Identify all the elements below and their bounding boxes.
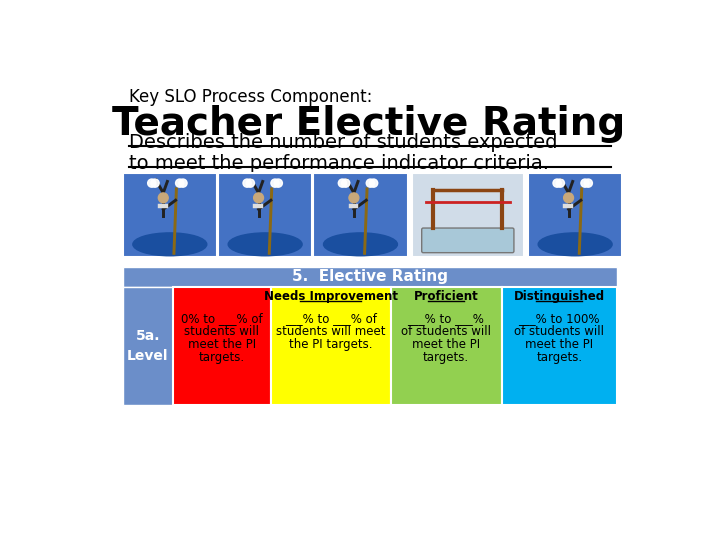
Circle shape (349, 193, 359, 202)
Text: 5.  Elective Rating: 5. Elective Rating (292, 269, 448, 284)
Text: Key SLO Process Component:: Key SLO Process Component: (129, 88, 372, 106)
Text: targets.: targets. (536, 351, 582, 364)
Circle shape (341, 179, 350, 187)
Circle shape (564, 193, 574, 202)
Bar (271, 287, 390, 405)
Circle shape (369, 179, 378, 187)
Bar (122, 287, 173, 405)
Text: meet the PI: meet the PI (412, 338, 480, 351)
Text: targets.: targets. (199, 351, 245, 364)
Circle shape (584, 179, 593, 187)
Bar (218, 173, 312, 257)
Text: of students will: of students will (514, 325, 604, 338)
Text: the PI targets.: the PI targets. (289, 338, 372, 351)
Bar (313, 173, 408, 257)
Bar (390, 287, 502, 405)
Circle shape (557, 179, 564, 187)
Text: Teacher Elective Rating: Teacher Elective Rating (112, 105, 626, 143)
Text: meet the PI: meet the PI (525, 338, 593, 351)
Text: Failing: Failing (199, 290, 244, 303)
Circle shape (271, 179, 279, 187)
Circle shape (151, 179, 159, 187)
Text: Distinguished: Distinguished (513, 290, 605, 303)
Text: of students will: of students will (401, 325, 491, 338)
Ellipse shape (323, 233, 397, 256)
Circle shape (243, 179, 251, 187)
Ellipse shape (538, 233, 612, 256)
Circle shape (366, 179, 374, 187)
Circle shape (274, 179, 282, 187)
Ellipse shape (228, 233, 302, 256)
Bar (412, 173, 524, 257)
Circle shape (176, 179, 184, 187)
Text: to meet the performance indicator criteria.: to meet the performance indicator criter… (129, 154, 549, 173)
Ellipse shape (133, 233, 207, 256)
Circle shape (179, 179, 187, 187)
Text: Needs Improvement: Needs Improvement (264, 290, 397, 303)
Text: students will: students will (184, 325, 259, 338)
Circle shape (148, 179, 156, 187)
Circle shape (338, 179, 346, 187)
Text: Describes the number of students expected: Describes the number of students expecte… (129, 132, 557, 152)
FancyBboxPatch shape (422, 228, 514, 253)
Bar (122, 173, 217, 257)
Text: targets.: targets. (423, 351, 469, 364)
Circle shape (253, 193, 264, 202)
Bar (528, 173, 622, 257)
Text: meet the PI: meet the PI (188, 338, 256, 351)
Circle shape (553, 179, 561, 187)
Bar (122, 267, 617, 405)
Text: 5a.
Level: 5a. Level (127, 328, 168, 363)
Circle shape (246, 179, 254, 187)
Text: ___% to ___% of: ___% to ___% of (284, 312, 377, 325)
Bar (122, 267, 617, 287)
Text: ___% to 100%: ___% to 100% (518, 312, 600, 325)
Text: 0% to ___% of: 0% to ___% of (181, 312, 263, 325)
Circle shape (158, 193, 168, 202)
Circle shape (581, 179, 589, 187)
Text: students will meet: students will meet (276, 325, 385, 338)
Bar (502, 287, 617, 405)
Bar (173, 287, 271, 405)
Text: ___% to ___%: ___% to ___% (408, 312, 485, 325)
Text: Proficient: Proficient (414, 290, 478, 303)
